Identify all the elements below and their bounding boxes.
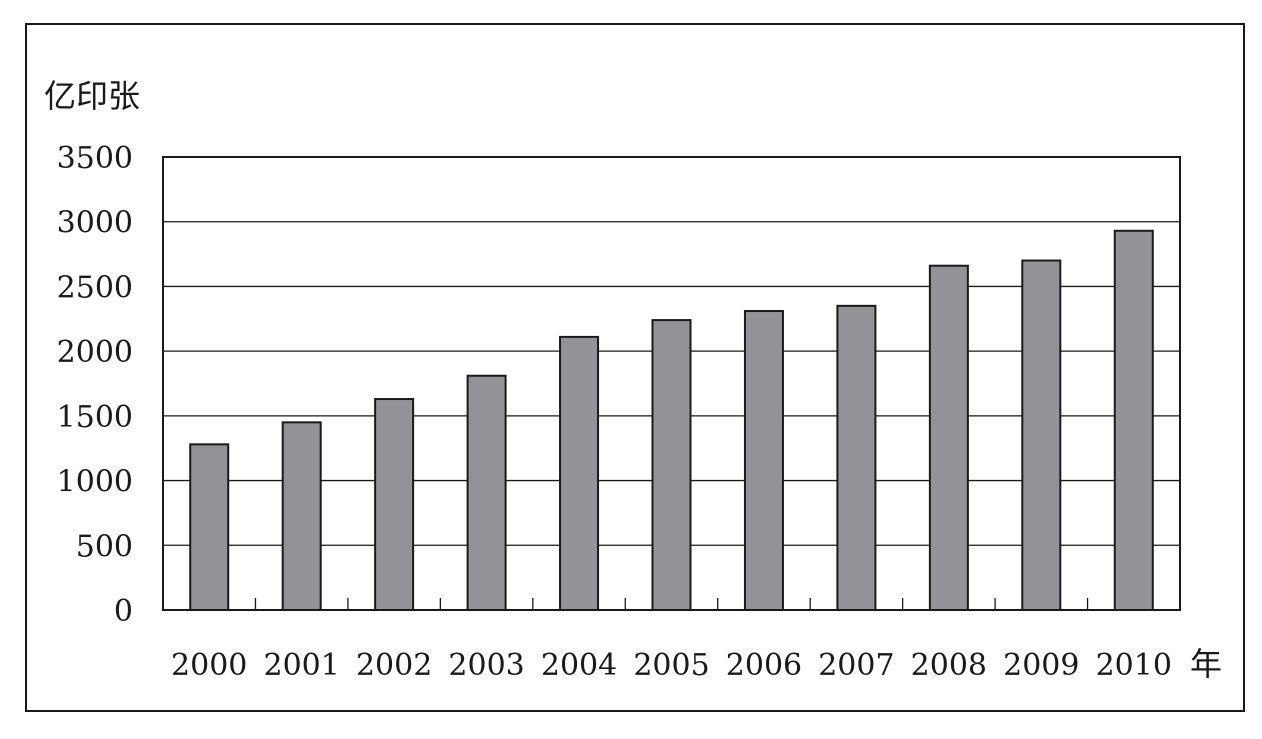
y-axis-tick-labels: 0 500 1000 1500 2000 2500 3000 3500 <box>57 141 133 629</box>
y-tick-label: 500 <box>76 529 133 564</box>
y-axis-label: 亿印张 <box>44 77 140 115</box>
x-tick-label: 2007 <box>818 648 894 683</box>
x-tick-label: 2001 <box>264 648 340 683</box>
x-tick-label: 2003 <box>448 648 524 683</box>
x-tick-label: 2010 <box>1096 648 1172 683</box>
y-tick-label: 2000 <box>57 335 133 370</box>
bar <box>374 398 415 611</box>
bar <box>743 310 784 611</box>
x-axis-label: 年 <box>1190 645 1222 683</box>
bar <box>466 374 507 611</box>
y-tick-label: 0 <box>114 594 133 629</box>
x-axis-ticks <box>254 598 1089 610</box>
x-tick-label: 2004 <box>541 648 617 683</box>
y-tick-label: 1500 <box>57 400 133 435</box>
bar <box>281 421 322 612</box>
y-tick-label: 3000 <box>57 206 133 241</box>
bar <box>189 443 230 611</box>
bar <box>1021 259 1062 611</box>
y-tick-label: 2500 <box>57 270 133 305</box>
x-tick-label: 2005 <box>633 648 709 683</box>
y-tick-label: 1000 <box>57 465 133 500</box>
x-tick-label: 2006 <box>726 648 802 683</box>
x-tick-label: 2000 <box>171 648 247 683</box>
grid-lines <box>163 221 1180 546</box>
y-tick-label: 3500 <box>57 141 133 176</box>
bar <box>559 335 600 611</box>
x-axis-tick-labels: 2000 2001 2002 2003 2004 2005 2006 2007 2008 2009… <box>171 648 1172 683</box>
x-tick-label: 2008 <box>911 648 987 683</box>
x-tick-label: 2002 <box>356 648 432 683</box>
bar <box>651 319 692 611</box>
bar <box>928 264 969 611</box>
x-tick-label: 2009 <box>1003 648 1079 683</box>
bar <box>1113 229 1154 611</box>
bar <box>836 304 877 611</box>
bars <box>189 229 1154 612</box>
plot-area-frame <box>162 156 1181 611</box>
